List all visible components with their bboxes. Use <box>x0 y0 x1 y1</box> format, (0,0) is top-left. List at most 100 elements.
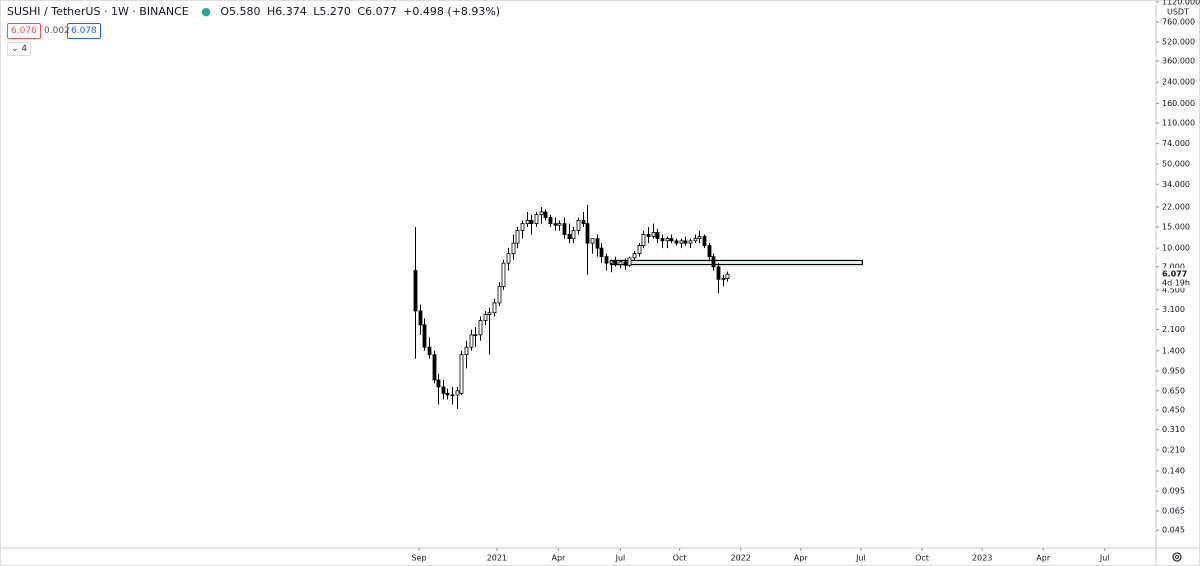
candle-body <box>478 320 483 336</box>
y-tick-label: 160.000 <box>1162 99 1195 108</box>
candle-body <box>557 223 562 226</box>
y-tick-label: 0.045 <box>1162 526 1185 535</box>
candle-body <box>669 238 674 242</box>
candle-body <box>492 302 497 314</box>
candle-body <box>627 257 632 266</box>
y-tick-label: 1120.000 <box>1162 0 1200 6</box>
candle-body <box>721 278 726 280</box>
candle-body <box>604 256 609 264</box>
x-tick-label: Oct <box>915 554 929 563</box>
y-tick-label: 4.500 <box>1162 285 1185 294</box>
candle-body <box>464 346 469 356</box>
candle-body <box>660 238 665 242</box>
candle-body <box>483 314 488 321</box>
sell-button[interactable]: 6.076 <box>7 23 41 39</box>
ohlc-label: H <box>267 5 276 18</box>
countdown: 4d 19h <box>1162 279 1190 288</box>
candle-body <box>413 270 418 312</box>
candle-body <box>651 232 656 237</box>
ohlc-label: O <box>220 5 229 18</box>
candle-body <box>501 262 506 287</box>
candle-body <box>725 273 730 279</box>
candle-body <box>534 214 539 225</box>
ohlc-label: L <box>313 5 320 18</box>
y-tick-label: 0.065 <box>1162 507 1185 516</box>
candle-body <box>674 240 679 244</box>
y-tick-label: 34.000 <box>1162 180 1190 189</box>
y-tick-label: 10.000 <box>1162 244 1190 253</box>
y-tick-label: 3.100 <box>1162 305 1185 314</box>
candle-body <box>646 234 651 237</box>
legend: SUSHI / TetherUS · 1W · BINANCE ● O5.580… <box>7 5 503 18</box>
candle-body <box>599 247 604 258</box>
candle-body <box>702 236 707 246</box>
candle-body <box>623 261 628 266</box>
candle-body <box>450 394 455 397</box>
candle-body <box>688 240 693 244</box>
candle-body <box>637 245 642 255</box>
x-tick-label: Jul <box>855 554 866 563</box>
indicators-toggle[interactable]: ⌄ 4 <box>7 42 32 56</box>
candle-body <box>711 256 716 268</box>
y-tick-label: 360.000 <box>1162 57 1195 66</box>
candle-body <box>497 286 502 304</box>
ohlc-o: O5.580 <box>220 5 260 18</box>
ohlc-c: C6.077 <box>357 5 396 18</box>
candle-body <box>581 220 586 225</box>
candle-body <box>576 220 581 231</box>
candle-body <box>511 242 516 255</box>
zone <box>610 259 863 266</box>
x-tick-label: 2022 <box>730 554 750 563</box>
candle-body <box>520 223 525 231</box>
settings-icon[interactable] <box>1172 552 1182 562</box>
candle-body <box>609 260 614 264</box>
candle-body <box>562 223 567 235</box>
currency: USDT <box>1167 8 1189 17</box>
y-tick-label: 760.000 <box>1162 18 1195 27</box>
candle-body <box>571 230 576 240</box>
candle-body <box>595 238 600 249</box>
y-tick-label: 520.000 <box>1162 37 1195 46</box>
candle-body <box>665 238 670 242</box>
y-tick-label: 15.000 <box>1162 222 1190 231</box>
candle-body <box>697 236 702 240</box>
y-tick-label: 0.450 <box>1162 406 1185 415</box>
ohlc-value: 6.077 <box>365 5 397 18</box>
x-tick-label: Apr <box>1036 554 1051 563</box>
x-tick-label: Apr <box>794 554 809 563</box>
y-tick-label: 22.000 <box>1162 202 1190 211</box>
candle-body <box>539 211 544 216</box>
x-tick-label: Sep <box>412 554 427 563</box>
candle-body <box>693 238 698 242</box>
candle-body <box>525 220 530 225</box>
symbol: SUSHI / TetherUS · 1W · BINANCE <box>7 5 189 18</box>
candle-body <box>473 334 478 337</box>
ohlc-l: L5.270 <box>313 5 351 18</box>
x-tick-label: Jul <box>615 554 626 563</box>
y-tick-label: 0.950 <box>1162 367 1185 376</box>
ohlc-value: 6.374 <box>275 5 307 18</box>
indicator-count: 4 <box>21 44 28 54</box>
y-tick-label: 1.400 <box>1162 346 1185 355</box>
change: +0.498 (+8.93%) <box>403 5 501 18</box>
status-dot: ● <box>201 5 211 18</box>
ohlc-value: 5.270 <box>319 5 351 18</box>
y-tick-label: 50.000 <box>1162 160 1190 169</box>
candle-body <box>655 232 660 240</box>
candle-body <box>418 310 423 326</box>
candle-body <box>716 266 721 280</box>
x-tick-label: Jul <box>1099 554 1110 563</box>
candle-body <box>436 379 441 388</box>
ohlc-label: C <box>357 5 366 18</box>
candle-body <box>469 334 474 348</box>
candle-body <box>618 261 623 265</box>
buy-button[interactable]: 6.078 <box>67 23 101 39</box>
candle-body <box>641 234 646 246</box>
candle-body <box>548 217 553 225</box>
y-tick-label: 2.100 <box>1162 325 1185 334</box>
candle-body <box>679 240 684 244</box>
candle-body <box>515 230 520 244</box>
